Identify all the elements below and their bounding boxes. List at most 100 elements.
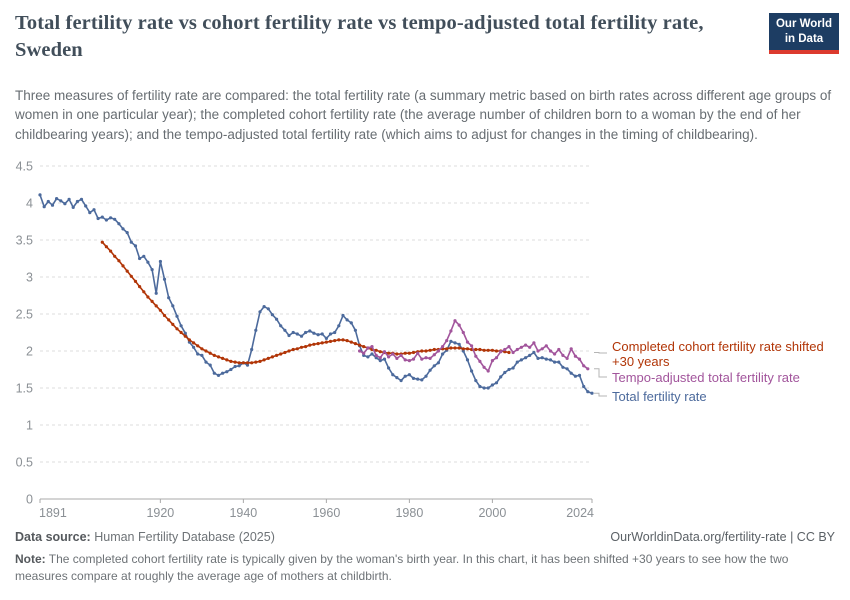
y-axis-tick-label: 2 [26, 345, 33, 359]
data-point [441, 347, 445, 351]
data-point [208, 363, 212, 367]
data-point [395, 352, 399, 356]
data-point [250, 361, 254, 365]
data-point [374, 353, 378, 357]
y-axis-tick-label: 3 [26, 271, 33, 285]
series-line-cohort-fertility-rate-shifted [101, 241, 510, 364]
legend-item-tempo-adjusted[interactable]: Tempo-adjusted total fertility rate [612, 370, 800, 385]
data-point [262, 358, 266, 362]
data-point [436, 361, 440, 365]
data-point [403, 358, 407, 362]
data-point [216, 355, 221, 359]
data-point [212, 371, 216, 375]
data-point [532, 341, 536, 345]
data-point [482, 386, 486, 390]
data-point [353, 328, 357, 332]
data-point [162, 313, 167, 318]
data-point [553, 352, 557, 356]
data-point [445, 339, 449, 343]
data-point [337, 324, 341, 328]
y-axis-tick-label: 0 [26, 493, 33, 507]
data-point [63, 202, 67, 206]
data-point [407, 373, 411, 377]
data-point [349, 321, 353, 325]
data-point [407, 359, 411, 363]
data-point [196, 352, 200, 356]
data-point [416, 350, 420, 354]
data-point [92, 208, 96, 212]
data-point [586, 367, 590, 371]
data-point [378, 359, 382, 363]
data-point [540, 356, 544, 360]
data-point [453, 341, 457, 345]
data-point [299, 334, 304, 338]
legend-item-total-fertility[interactable]: Total fertility rate [612, 389, 707, 404]
data-point [179, 330, 183, 335]
data-point [333, 339, 337, 343]
data-point [428, 348, 432, 352]
data-point [519, 358, 524, 362]
data-point [312, 331, 316, 335]
data-point [561, 365, 565, 369]
data-point [258, 310, 262, 314]
data-point [577, 373, 582, 377]
data-point [424, 374, 428, 378]
data-point [279, 324, 283, 328]
series-tempo-adjusted-total-fertility-rate[interactable] [358, 319, 590, 373]
data-point [382, 350, 387, 354]
data-point [258, 359, 262, 363]
data-point [494, 381, 499, 385]
data-point [179, 324, 183, 328]
owid-logo[interactable]: Our World in Data [769, 13, 839, 54]
data-point [200, 347, 204, 351]
data-point [403, 374, 407, 378]
data-point [519, 345, 524, 349]
data-point [192, 345, 196, 349]
data-point [320, 341, 324, 345]
data-point [511, 350, 515, 355]
data-point [449, 329, 453, 333]
data-point [295, 332, 299, 336]
data-point [104, 245, 108, 249]
data-point [233, 364, 237, 369]
data-point [399, 352, 403, 356]
data-point [590, 391, 594, 395]
data-point [75, 199, 79, 204]
data-point [486, 348, 490, 352]
data-point [515, 360, 519, 364]
data-point [544, 357, 548, 361]
data-point [79, 197, 84, 201]
data-point [241, 361, 245, 365]
series-total-fertility-rate[interactable] [38, 193, 594, 395]
data-point [183, 334, 187, 338]
note-text: The completed cohort fertility rate is t… [15, 552, 789, 584]
x-axis-tick-label: 2000 [478, 506, 506, 520]
data-point [499, 349, 503, 353]
data-point [287, 349, 291, 353]
data-point [109, 249, 113, 253]
data-point [237, 361, 241, 365]
series-cohort-fertility-rate-shifted[interactable] [100, 240, 511, 365]
data-point [370, 352, 374, 356]
data-point [324, 340, 328, 344]
data-point [420, 349, 424, 353]
data-point [465, 347, 470, 351]
data-point [382, 357, 387, 361]
x-axis-tick-label: 1980 [395, 506, 423, 520]
data-point [366, 346, 370, 350]
data-point [503, 350, 507, 354]
data-point [461, 330, 465, 335]
data-point [478, 347, 482, 352]
data-point [441, 345, 445, 349]
data-point [428, 356, 432, 360]
attribution-link[interactable]: OurWorldinData.org/fertility-rate | CC B… [610, 530, 835, 544]
data-point [245, 363, 250, 367]
data-point [428, 368, 432, 372]
data-point [424, 356, 428, 360]
data-point [374, 348, 378, 352]
data-point [362, 345, 366, 349]
legend-item-cohort-fertility[interactable]: Completed cohort fertility rate shifted … [612, 339, 824, 370]
data-point [548, 358, 553, 362]
data-point [104, 218, 108, 222]
data-point [150, 268, 154, 272]
